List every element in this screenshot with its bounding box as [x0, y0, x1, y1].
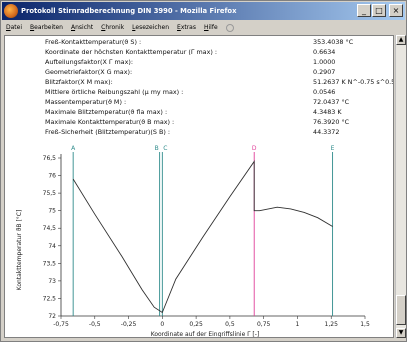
results-table: Freß-Kontakttemperatur(ϑ S) : 353.4038 °C… [45, 38, 393, 138]
scrollbar-thumb[interactable] [396, 295, 406, 325]
menu-bearbeiten[interactable]: Bearbeiten [30, 24, 63, 31]
vertical-scrollbar[interactable]: ▲ ▼ [395, 35, 406, 338]
x-tick-label: 1,5 [360, 321, 370, 328]
result-value: 0.6634 [313, 48, 336, 56]
y-tick-label: 76,5 [43, 155, 57, 162]
result-value: 51.2637 K N^-0.75 s^0.5 m^-0.5 mm [313, 78, 394, 86]
y-tick-label: 74,5 [43, 225, 57, 232]
marker-label: A [71, 145, 76, 152]
result-value: 44.3372 [313, 128, 340, 136]
marker-label: D [252, 145, 257, 152]
result-row: Maximale Kontakttemperatur(ϑ B max) : 76.… [45, 118, 385, 128]
result-label: Maximale Kontakttemperatur(ϑ B max) : [45, 118, 175, 126]
result-value: 353.4038 °C [313, 38, 354, 46]
scroll-down-button[interactable]: ▼ [396, 328, 406, 338]
result-label: Aufteilungsfaktor(X Γ max): [45, 58, 134, 66]
temperature-chart: 72 72,5 73 73,5 74 74,5 75 75,5 76 76,5 -0,75 -0,5 -… [16, 145, 370, 338]
menu-ansicht[interactable]: Ansicht [71, 24, 94, 31]
y-axis-label: Kontakttemperatur ϑB [°C] [16, 210, 23, 291]
y-tick-label: 76 [48, 173, 56, 180]
minimize-button[interactable]: _ [357, 4, 371, 17]
result-row: Geometriefaktor(X G max): 0.2907 [45, 68, 385, 78]
result-row: Freß-Kontakttemperatur(ϑ S) : 353.4038 °C [45, 38, 385, 48]
result-label: Freß-Kontakttemperatur(ϑ S) : [45, 38, 142, 46]
y-tick-label: 73 [48, 278, 56, 285]
x-tick-label: 0,75 [257, 321, 271, 328]
result-value: 1.0000 [313, 58, 336, 66]
result-row: Aufteilungsfaktor(X Γ max): 1.0000 [45, 58, 385, 68]
x-tick-label: 0,25 [189, 321, 203, 328]
result-value: 72.0437 °C [313, 98, 350, 106]
menu-bar: Datei Bearbeiten Ansicht Chronik Lesezei… [2, 21, 405, 34]
menu-lesezeichen[interactable]: Lesezeichen [132, 24, 170, 31]
result-row: Mittlere örtliche Reibungszahl (μ my max… [45, 88, 385, 98]
menu-hilfe[interactable]: Hilfe [204, 24, 218, 31]
result-value: 4.3483 K [313, 108, 342, 116]
y-tick-label: 75 [48, 208, 56, 215]
menu-extras[interactable]: Extras [177, 24, 196, 31]
result-row: Koordinate der höchsten Kontakttemperatu… [45, 48, 385, 58]
result-label: Blitzfaktor(X M max): [45, 78, 113, 86]
result-row: Blitzfaktor(X M max): 51.2637 K N^-0.75 s… [45, 78, 393, 88]
maximize-button[interactable]: □ [372, 4, 386, 17]
result-row: Freß-Sicherheit (Blitztemperatur)(S B) :… [45, 128, 385, 138]
x-axis-label: Koordinate auf der Eingriffslinie Γ [-] [151, 331, 260, 338]
marker-label: E [331, 145, 335, 152]
close-button[interactable]: × [389, 4, 403, 17]
chart-series [72, 160, 333, 314]
title-bar[interactable]: Protokoll Stirnradberechnung DIN 3990 - … [2, 2, 405, 20]
result-label: Geometriefaktor(X G max): [45, 68, 133, 76]
chart-axes: 72 72,5 73 73,5 74 74,5 75 75,5 76 76,5 -0,75 -0,5 -… [43, 154, 370, 328]
series-line [72, 160, 333, 314]
x-tick-label: 0,5 [225, 321, 235, 328]
marker-label: C [163, 145, 167, 152]
window-controls: _ □ × [357, 4, 403, 17]
result-row: Massentemperatur(ϑ M) : 72.0437 °C [45, 98, 385, 108]
result-value: 0.2907 [313, 68, 336, 76]
result-label: Massentemperatur(ϑ M) : [45, 98, 127, 106]
result-label: Mittlere örtliche Reibungszahl (μ my max… [45, 88, 184, 96]
x-tick-label: 1,25 [325, 321, 339, 328]
marker-label: B [155, 145, 159, 152]
x-tick-label: 0 [160, 321, 164, 328]
result-value: 0.0546 [313, 88, 336, 96]
x-tick-label: -0,25 [121, 321, 137, 328]
x-tick-label: -0,5 [89, 321, 101, 328]
loading-spinner-icon [225, 23, 234, 32]
result-row: Maximale Blitztemperatur(ϑ fla max) : 4.3… [45, 108, 385, 118]
y-tick-label: 73,5 [43, 260, 57, 267]
menu-datei[interactable]: Datei [6, 24, 23, 31]
firefox-icon [4, 4, 18, 18]
result-label: Freß-Sicherheit (Blitztemperatur)(S B) : [45, 128, 171, 136]
result-label: Maximale Blitztemperatur(ϑ fla max) : [45, 108, 168, 116]
y-tick-label: 72 [48, 313, 56, 320]
x-tick-label: 1 [296, 321, 300, 328]
scroll-up-button[interactable]: ▲ [396, 35, 406, 45]
x-tick-label: -0,75 [53, 321, 69, 328]
result-value: 76.3920 °C [313, 118, 350, 126]
window-title: Protokoll Stirnradberechnung DIN 3990 - … [21, 7, 237, 15]
y-tick-label: 75,5 [43, 190, 57, 197]
page-content: Freß-Kontakttemperatur(ϑ S) : 353.4038 °C… [4, 35, 394, 338]
y-tick-label: 72,5 [43, 295, 57, 302]
result-label: Koordinate der höchsten Kontakttemperatu… [45, 48, 218, 56]
menu-chronik[interactable]: Chronik [101, 24, 125, 31]
y-tick-label: 74 [48, 243, 56, 250]
